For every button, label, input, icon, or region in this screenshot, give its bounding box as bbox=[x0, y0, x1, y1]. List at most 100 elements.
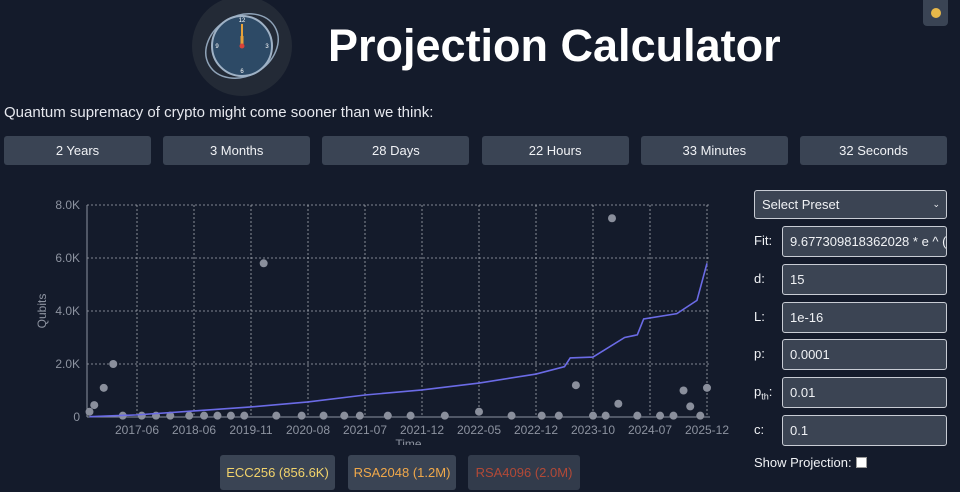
data-point bbox=[383, 411, 392, 420]
field-input[interactable]: 9.677309818362028 * e ^ ( bbox=[782, 226, 947, 257]
clock-number: 6 bbox=[240, 69, 244, 75]
data-point bbox=[703, 383, 711, 392]
data-point bbox=[109, 360, 118, 368]
label-text: L: bbox=[754, 308, 765, 324]
data-point bbox=[696, 411, 705, 420]
countdown-box: 3 Months bbox=[163, 136, 311, 165]
data-point bbox=[166, 411, 175, 420]
data-point bbox=[679, 386, 688, 395]
label-text: p bbox=[754, 384, 762, 400]
checkbox[interactable] bbox=[855, 457, 867, 468]
x-tick-label: 2021-12 bbox=[400, 423, 444, 437]
countdown-box: 33 Minutes bbox=[640, 136, 788, 165]
theme-toggle[interactable] bbox=[923, 0, 948, 26]
data-point bbox=[475, 407, 483, 416]
threshold-button[interactable]: ECC256 (856.6K) bbox=[220, 455, 335, 490]
x-tick-label: 2017-06 bbox=[115, 423, 159, 437]
countdown-box: 32 Seconds bbox=[800, 136, 947, 165]
x-tick-label: 2024-07 bbox=[628, 423, 672, 437]
data-point bbox=[137, 411, 146, 420]
countdown-box: 2 Years bbox=[4, 136, 151, 165]
x-tick-label: 2020-08 bbox=[286, 423, 330, 437]
preset-text: Select Preset bbox=[762, 197, 840, 212]
clock-number: 9 bbox=[215, 44, 219, 50]
clock-number: 3 bbox=[265, 44, 269, 50]
threshold-button[interactable]: RSA4096 (2.0M) bbox=[468, 455, 580, 490]
y-tick-label: 6.0K bbox=[55, 251, 80, 265]
data-point bbox=[90, 401, 99, 410]
x-tick-label: 2021-07 bbox=[343, 423, 387, 437]
field-input[interactable]: 0.1 bbox=[782, 415, 947, 446]
chart: 0 2.0K 4.0K 6.0K 8.0K 2017-06 2018-06 2019-11 20… bbox=[35, 198, 729, 445]
label-text: Fit: bbox=[754, 233, 773, 248]
field-input[interactable]: 15 bbox=[782, 263, 947, 295]
data-point bbox=[571, 381, 580, 390]
clock-icon: 12 3 6 9 bbox=[192, 0, 292, 96]
data-point bbox=[213, 411, 222, 420]
data-point bbox=[319, 411, 328, 420]
field-input[interactable]: 0.01 bbox=[782, 377, 947, 409]
countdown-box: 22 Hours bbox=[481, 136, 629, 165]
data-point bbox=[601, 411, 610, 420]
x-tick-label: 2022-05 bbox=[457, 423, 501, 437]
data-point bbox=[85, 407, 94, 416]
label-text: d: bbox=[754, 270, 765, 286]
field-input[interactable]: 0.0001 bbox=[782, 339, 947, 371]
data-point bbox=[633, 411, 642, 420]
show-projection: Show Projection: bbox=[754, 455, 867, 470]
data-point bbox=[355, 411, 364, 420]
data-point bbox=[185, 411, 194, 420]
field-input[interactable]: 1e-16 bbox=[782, 301, 947, 333]
data-point bbox=[406, 411, 415, 420]
field-label: p: bbox=[754, 346, 765, 361]
data-point bbox=[240, 411, 249, 420]
data-point bbox=[589, 411, 597, 420]
y-tick-label: 0 bbox=[73, 410, 80, 424]
data-point bbox=[272, 411, 281, 420]
field-label: d: bbox=[754, 271, 765, 286]
label-suffix: : bbox=[768, 384, 773, 400]
data-point bbox=[440, 411, 449, 420]
y-tick-label: 4.0K bbox=[55, 304, 80, 318]
label-text: p: bbox=[754, 346, 765, 362]
x-tick-label: 2018-06 bbox=[172, 423, 216, 437]
threshold-button[interactable]: RSA2048 (1.2M) bbox=[348, 455, 456, 490]
data-point bbox=[614, 399, 623, 408]
x-axis-label: Time bbox=[395, 437, 422, 445]
field-label: Fit: bbox=[754, 233, 772, 248]
x-tick-label: 2025-12 bbox=[685, 423, 729, 437]
label-text: c: bbox=[754, 422, 765, 437]
clock-number: 12 bbox=[239, 18, 246, 24]
y-tick-label: 2.0K bbox=[55, 357, 80, 371]
preset-select[interactable]: Select Preset ⌄ bbox=[754, 190, 947, 219]
label-subscript: th bbox=[761, 391, 769, 402]
field-label: pth: bbox=[754, 384, 772, 402]
countdown-box: 28 Days bbox=[322, 136, 470, 165]
data-point bbox=[226, 411, 235, 420]
data-point bbox=[608, 214, 616, 223]
field-label: c: bbox=[754, 422, 764, 437]
x-tick-label: 2023-10 bbox=[571, 423, 615, 437]
data-point bbox=[99, 383, 108, 392]
subtitle: Quantum supremacy of crypto might come s… bbox=[4, 104, 434, 121]
data-point bbox=[656, 411, 665, 420]
chevron: ⌄ bbox=[932, 199, 940, 209]
data-point bbox=[297, 411, 306, 420]
data-point bbox=[507, 411, 516, 420]
x-tick-label: 2019-11 bbox=[229, 423, 272, 437]
data-point bbox=[686, 402, 695, 411]
show-projection-label: Show Projection: bbox=[754, 455, 852, 470]
data-point bbox=[200, 411, 209, 420]
data-point bbox=[554, 411, 563, 420]
x-tick-label: 2022-12 bbox=[514, 423, 558, 437]
data-point bbox=[259, 259, 268, 268]
emoji-icon bbox=[930, 8, 941, 18]
page-title: Projection Calculator bbox=[328, 20, 781, 71]
data-point bbox=[537, 411, 546, 420]
field-label: L: bbox=[754, 309, 765, 324]
projection-line bbox=[89, 263, 708, 418]
y-axis-label: Qubits bbox=[35, 294, 49, 329]
data-point bbox=[340, 411, 349, 420]
data-point bbox=[669, 411, 678, 420]
